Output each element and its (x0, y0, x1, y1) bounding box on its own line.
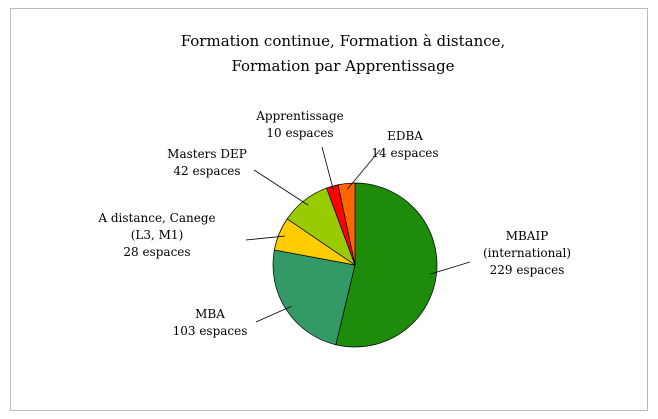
pie-slice (272, 249, 356, 346)
pie-slice (337, 182, 356, 266)
leader-line (245, 235, 285, 241)
slice-label: A distance, Canege (97, 211, 215, 225)
value-label: 14 espaces (371, 146, 438, 160)
slice-label: MBA (195, 307, 225, 321)
leader-line (346, 149, 381, 190)
chart-title: Formation continue, Formation à distance… (181, 32, 506, 50)
slice-label: Masters DEP (167, 147, 247, 161)
pie-slice (335, 182, 438, 348)
slice-label: Apprentissage (255, 109, 344, 123)
slice-label: EDBA (387, 129, 423, 143)
value-label: 103 espaces (173, 324, 248, 338)
slice-label: (L3, M1) (131, 228, 184, 242)
value-label: 28 espaces (123, 245, 190, 259)
leader-line (255, 305, 292, 323)
value-label: 10 espaces (266, 126, 333, 140)
value-label: 229 espaces (490, 263, 565, 277)
chart-title: Formation par Apprentissage (231, 57, 454, 75)
leader-line (430, 261, 471, 275)
leader-line (253, 169, 309, 206)
value-label: 42 espaces (173, 164, 240, 178)
slice-label: (international) (483, 246, 571, 260)
slice-label: MBAIP (506, 229, 549, 243)
leader-line (321, 146, 335, 193)
